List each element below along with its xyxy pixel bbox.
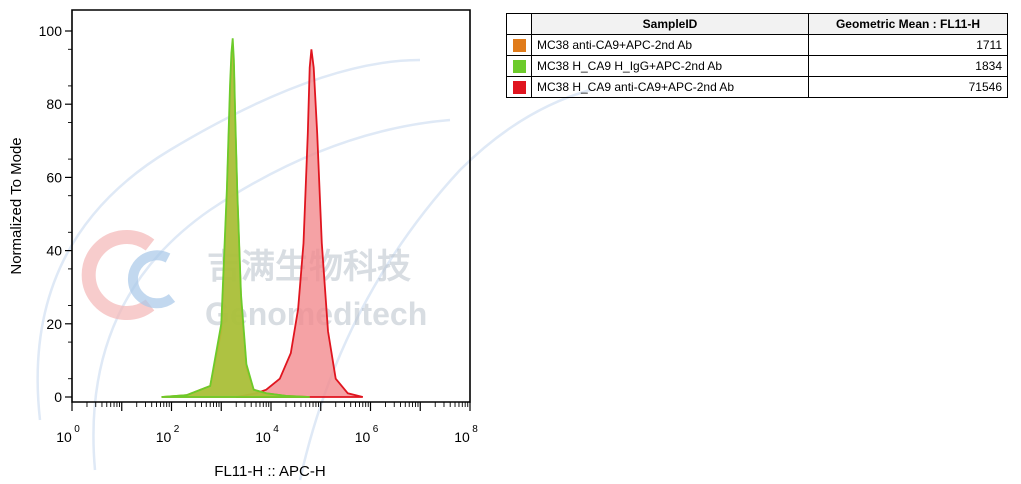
legend-geometric-mean: 1711 [808,34,1008,56]
series-2-area [161,38,310,398]
y-tick-label: 0 [54,389,62,405]
legend-sample-name: MC38 H_CA9 anti-CA9+APC-2nd Ab [531,76,809,98]
x-tick-label-base: 10 [156,429,172,445]
y-tick-label: 40 [46,243,62,259]
x-tick-label-base: 10 [56,429,72,445]
x-tick-label-exponent: 0 [74,424,80,435]
swatch-header [506,13,532,35]
y-axis-ticks: 0 20 40 60 80 100 [39,23,72,405]
y-axis-title: Normalized To Mode [8,137,25,274]
x-tick-label-exponent: 4 [273,424,279,435]
legend-geometric-mean: 71546 [808,76,1008,98]
legend-table-header: SampleID Geometric Mean : FL11-H [506,13,1008,35]
watermark-logo [81,230,176,320]
legend-geometric-mean: 1834 [808,55,1008,77]
legend-swatch [512,80,526,94]
legend-swatch-cell [506,34,532,56]
legend-row: MC38 H_CA9 H_IgG+APC-2nd Ab 1834 [506,55,1008,77]
y-tick-label: 100 [39,23,63,39]
legend-table: SampleID Geometric Mean : FL11-H MC38 an… [506,13,1008,98]
geometric-mean-header: Geometric Mean : FL11-H [808,13,1008,35]
x-tick-label-exponent: 6 [373,424,379,435]
y-tick-label: 20 [46,316,62,332]
x-tick-label-base: 10 [255,429,271,445]
x-tick-label-base: 10 [355,429,371,445]
x-tick-label-base: 10 [454,429,470,445]
y-tick-label: 80 [46,96,62,112]
sampleid-header: SampleID [531,13,809,35]
x-tick-label-exponent: 2 [174,424,180,435]
y-tick-label: 60 [46,169,62,185]
axes [71,9,471,403]
legend-swatch [512,59,526,73]
legend-sample-name: MC38 anti-CA9+APC-2nd Ab [531,34,809,56]
x-axis-ticks: 10 0 10 2 10 4 10 6 10 8 [56,402,478,445]
legend-swatch [512,38,526,52]
series-layer [161,38,364,398]
legend-swatch-cell [506,76,532,98]
series-3-area [236,49,364,398]
legend-sample-name: MC38 H_CA9 H_IgG+APC-2nd Ab [531,55,809,77]
plot-frame [71,9,471,403]
x-tick-label-exponent: 8 [472,424,478,435]
legend-row: MC38 H_CA9 anti-CA9+APC-2nd Ab 71546 [506,76,1008,98]
legend-swatch-cell [506,55,532,77]
legend-row: MC38 anti-CA9+APC-2nd Ab 1711 [506,34,1008,56]
x-axis-title: FL11-H :: APC-H [214,463,325,480]
